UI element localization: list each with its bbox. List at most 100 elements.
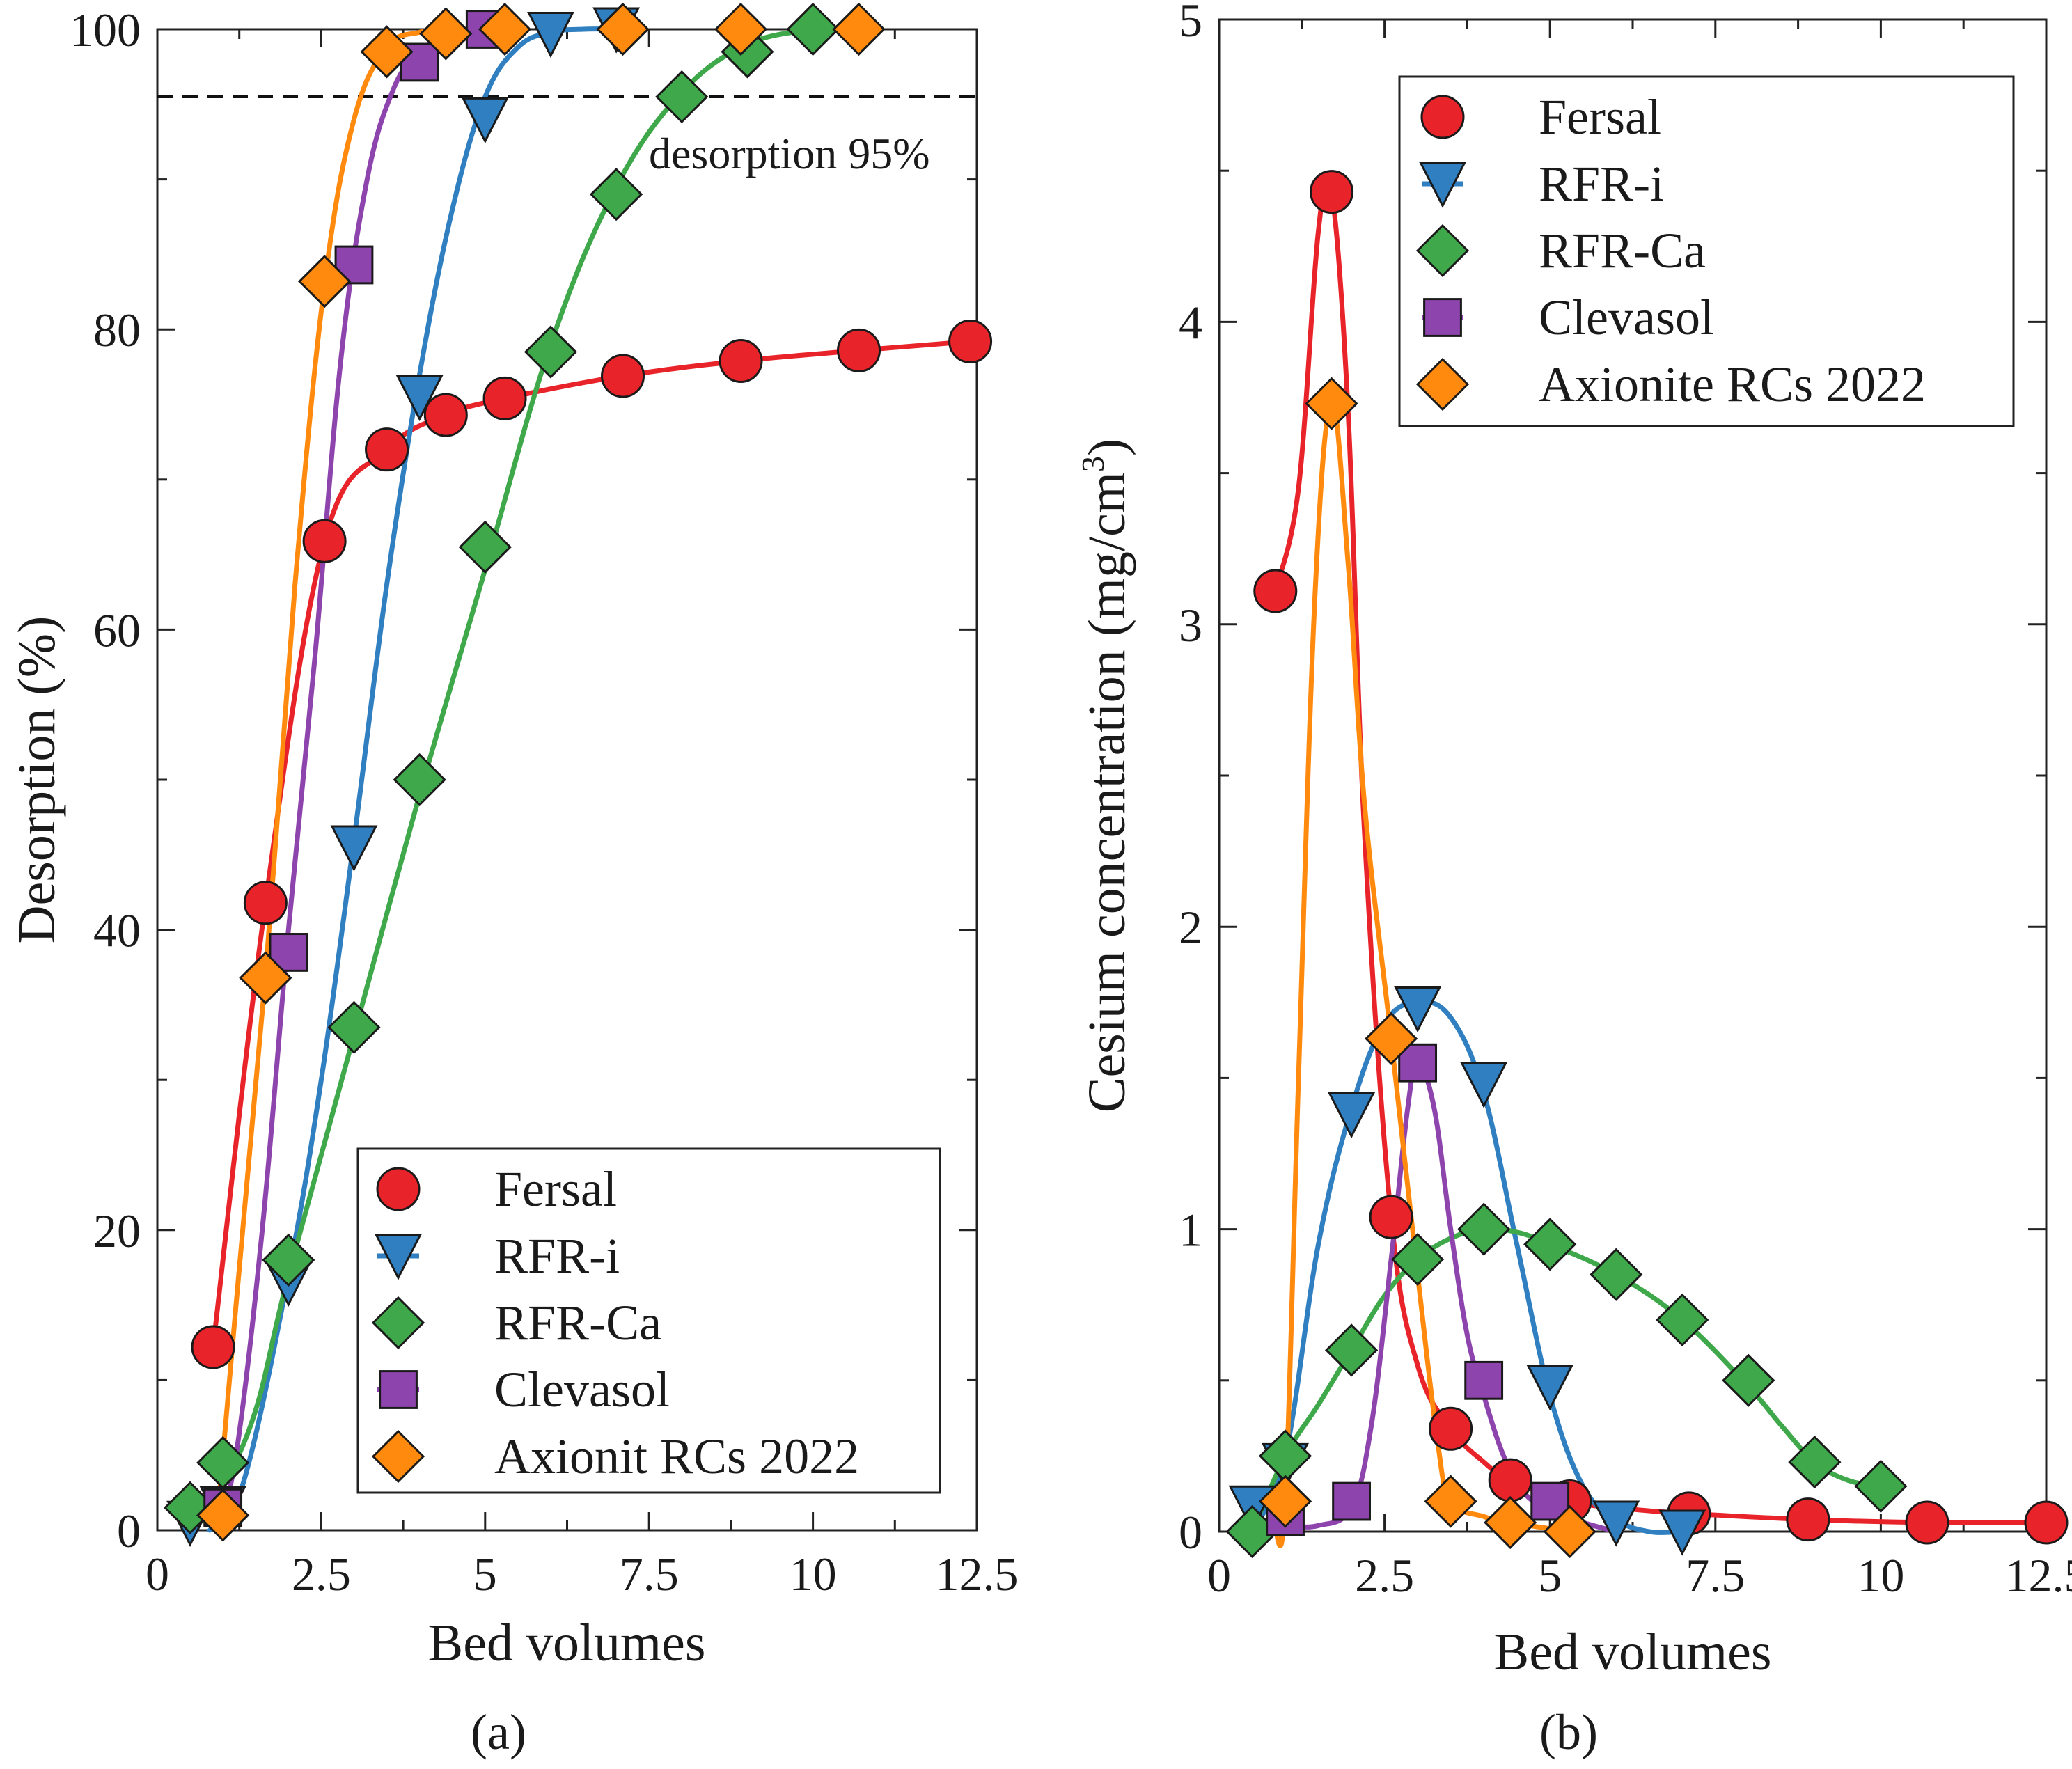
panel-a-legend-box: [356, 1147, 941, 1494]
legend-label-fersal: Fersal: [494, 1161, 617, 1217]
fersal-marker-point-6: [601, 354, 645, 398]
rfr-ca-marker-point-8: [655, 70, 709, 124]
panel-b-legend: Fersal RFR-i RFR-Ca Clevasol Axionite RCs 20…: [1398, 75, 2015, 427]
rfr-i-marker-point-2: [1328, 1092, 1376, 1139]
y-tick-label: 0: [1179, 1506, 1202, 1559]
x-tick-label: 10: [790, 1548, 837, 1601]
rfr-ca-marker-point-3: [1390, 1232, 1445, 1287]
panel-a: desorption 95% 0 2.5 5 7.5 10 12.5 0 20 40 60 80 1…: [8, 2, 1019, 1760]
x-tick-label: 2.5: [1355, 1549, 1414, 1602]
axionite-rcs-2022-marker-point-0: [1258, 1475, 1312, 1528]
rfr-ca-curve: [187, 26, 816, 1533]
rfr-ca-marker-point-2: [262, 1233, 315, 1287]
fersal-marker-point-3: [365, 427, 409, 472]
x-tick-label: 12.5: [936, 1548, 1019, 1601]
fersal-marker-point-7: [1786, 1497, 1830, 1542]
axionit-rcs-2022-marker-point-4: [419, 7, 473, 61]
fersal-marker-point-0: [1253, 569, 1298, 613]
x-tick-label: 0: [1207, 1549, 1231, 1602]
rfr-ca-marker-point-6: [1590, 1248, 1643, 1301]
legend-label-rfr-ca: RFR-Ca: [1539, 223, 1706, 278]
panel-b-y-axis-label-main: Cesium concentration (mg/cm: [1078, 472, 1136, 1112]
y-tick-label: 3: [1179, 599, 1202, 652]
legend-marker-rfr-i: [375, 1234, 422, 1280]
axionit-rcs-2022-marker-point-0: [196, 1488, 250, 1542]
rfr-ca-marker-point-2: [1324, 1323, 1379, 1377]
rfr-ca-curve: [1250, 1226, 1883, 1534]
legend-label-axionite-rcs-2022: Axionite RCs 2022: [1539, 356, 1926, 412]
panel-a-x-tick-labels: 0 2.5 5 7.5 10 12.5: [146, 1548, 1019, 1601]
fersal-marker-point-8: [837, 328, 881, 372]
axionite-rcs-2022-marker-point-2: [1364, 1012, 1418, 1066]
y-tick-label: 5: [1179, 0, 1202, 47]
x-tick-label: 0: [146, 1548, 169, 1601]
legend-marker-rfr-ca: [371, 1296, 425, 1350]
panel-a-annotation-desorption-95: desorption 95%: [649, 129, 930, 178]
axionite-rcs-2022-marker-point-4: [1484, 1495, 1537, 1550]
y-tick-label: 4: [1179, 296, 1202, 349]
axionit-rcs-2022-marker-point-7: [714, 2, 768, 56]
legend-marker-rfr-ca: [1415, 223, 1470, 278]
legend-label-axionit-rcs-2022: Axionit RCs 2022: [494, 1429, 859, 1484]
fersal-marker-point-8: [1905, 1500, 1949, 1545]
rfr-ca-marker-point-3: [327, 1000, 381, 1054]
rfr-i-marker-point-7: [1658, 1509, 1706, 1556]
x-tick-label: 7.5: [1686, 1549, 1745, 1602]
panel-a-y-axis-label: Desorption (%): [8, 616, 66, 944]
rfr-ca-marker-point-7: [1656, 1293, 1709, 1347]
clevasol-marker-point-3: [1464, 1360, 1504, 1400]
x-tick-label: 2.5: [292, 1548, 351, 1601]
y-tick-label: 20: [93, 1204, 141, 1257]
rfr-ca-marker-point-5: [458, 520, 512, 574]
clevasol-marker-point-1: [1332, 1481, 1371, 1521]
axionit-rcs-2022-marker-point-5: [478, 2, 532, 56]
legend-marker-axionit-rcs-2022: [371, 1429, 425, 1484]
x-tick-label: 5: [473, 1548, 497, 1601]
rfr-ca-marker-point-4: [1457, 1202, 1511, 1256]
panel-a-x-axis-label: Bed volumes: [428, 1614, 706, 1672]
legend-marker-fersal: [1420, 95, 1465, 139]
axionite-rcs-2022-curve: [1273, 401, 1573, 1548]
axionite-rcs-2022-marker-point-1: [1305, 377, 1358, 430]
rfr-i-marker-point-4: [395, 375, 444, 422]
legend-marker-clevasol: [1423, 298, 1462, 337]
legend-label-rfr-i: RFR-i: [1539, 156, 1664, 212]
rfr-i-marker-point-5: [1526, 1364, 1574, 1411]
legend-marker-rfr-i: [1419, 162, 1466, 208]
legend-label-clevasol: Clevasol: [1539, 290, 1714, 345]
rfr-ca-marker-point-10: [1854, 1459, 1908, 1513]
rfr-i-marker-point-5: [461, 97, 509, 144]
legend-marker-fersal: [376, 1167, 421, 1211]
fersal-marker-point-5: [482, 376, 527, 420]
panel-a-label: (a): [471, 1704, 526, 1760]
fersal-marker-point-9: [2024, 1500, 2069, 1545]
axionit-rcs-2022-marker-point-8: [832, 2, 886, 56]
panel-b-legend-box: [1398, 75, 2015, 427]
y-tick-label: 0: [117, 1504, 141, 1557]
y-tick-label: 40: [93, 904, 141, 957]
fersal-marker-point-3: [1429, 1406, 1473, 1451]
rfr-ca-marker-point-8: [1722, 1353, 1775, 1407]
rfr-i-marker-point-3: [1394, 986, 1442, 1033]
axionit-rcs-2022-marker-point-2: [297, 255, 352, 308]
panel-b-markers: [1225, 170, 2069, 1559]
panel-a-markers: [163, 2, 993, 1548]
x-tick-label: 10: [1857, 1549, 1904, 1602]
rfr-ca-marker-point-5: [1523, 1218, 1577, 1271]
clevasol-curve: [1282, 1060, 1619, 1534]
panel-b-y-tick-labels: 0 1 2 3 4 5: [1179, 0, 1202, 1559]
fersal-marker-point-0: [191, 1325, 235, 1369]
fersal-marker-point-4: [423, 393, 468, 437]
rfr-ca-marker-point-9: [1788, 1435, 1842, 1489]
rfr-ca-marker-point-6: [524, 325, 578, 379]
axionite-rcs-2022-marker-point-5: [1543, 1504, 1596, 1559]
panel-b-y-axis-label-sup: 3: [1075, 456, 1110, 472]
x-tick-label: 5: [1538, 1549, 1562, 1602]
fersal-marker-point-7: [719, 338, 763, 383]
rfr-i-marker-point-6: [1592, 1500, 1640, 1547]
axionit-rcs-2022-marker-point-1: [239, 951, 292, 1005]
axionite-rcs-2022-marker-point-3: [1424, 1475, 1477, 1528]
fersal-marker-point-4: [1488, 1458, 1532, 1502]
rfr-ca-marker-point-10: [786, 2, 840, 56]
panel-b-x-axis-label: Bed volumes: [1494, 1623, 1772, 1681]
